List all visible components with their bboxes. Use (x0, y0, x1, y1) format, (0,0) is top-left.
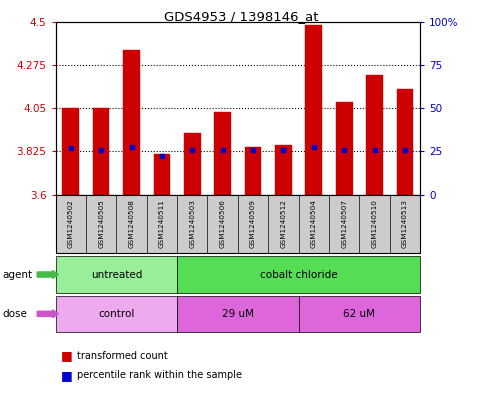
Text: GSM1240506: GSM1240506 (220, 200, 226, 248)
Text: GSM1240508: GSM1240508 (128, 200, 135, 248)
Text: agent: agent (2, 270, 32, 279)
Bar (184, 133, 200, 195)
Text: GSM1240510: GSM1240510 (371, 200, 378, 248)
Text: ■: ■ (60, 369, 72, 382)
Bar (245, 147, 261, 195)
Text: GDS4953 / 1398146_at: GDS4953 / 1398146_at (164, 10, 319, 23)
Bar (336, 102, 353, 195)
Bar (275, 145, 292, 195)
Text: GSM1240509: GSM1240509 (250, 200, 256, 248)
Bar (154, 154, 170, 195)
Bar (123, 50, 140, 195)
Text: control: control (98, 309, 134, 319)
Text: GSM1240513: GSM1240513 (402, 200, 408, 248)
Bar (366, 75, 383, 195)
Bar (62, 108, 79, 195)
Text: GSM1240512: GSM1240512 (281, 200, 286, 248)
Bar (214, 112, 231, 195)
Text: dose: dose (2, 309, 28, 319)
Text: GSM1240505: GSM1240505 (98, 200, 104, 248)
Bar (305, 26, 322, 195)
Text: ■: ■ (60, 349, 72, 362)
Text: 62 uM: 62 uM (343, 309, 375, 319)
Text: GSM1240503: GSM1240503 (189, 200, 195, 248)
Text: untreated: untreated (91, 270, 142, 279)
Text: GSM1240502: GSM1240502 (68, 200, 74, 248)
Text: 29 uM: 29 uM (222, 309, 254, 319)
Text: GSM1240507: GSM1240507 (341, 200, 347, 248)
Text: percentile rank within the sample: percentile rank within the sample (77, 370, 242, 380)
Bar (93, 108, 110, 195)
Text: GSM1240511: GSM1240511 (159, 200, 165, 248)
Text: GSM1240504: GSM1240504 (311, 200, 317, 248)
Text: cobalt chloride: cobalt chloride (260, 270, 338, 279)
Text: transformed count: transformed count (77, 351, 168, 361)
Bar (397, 89, 413, 195)
